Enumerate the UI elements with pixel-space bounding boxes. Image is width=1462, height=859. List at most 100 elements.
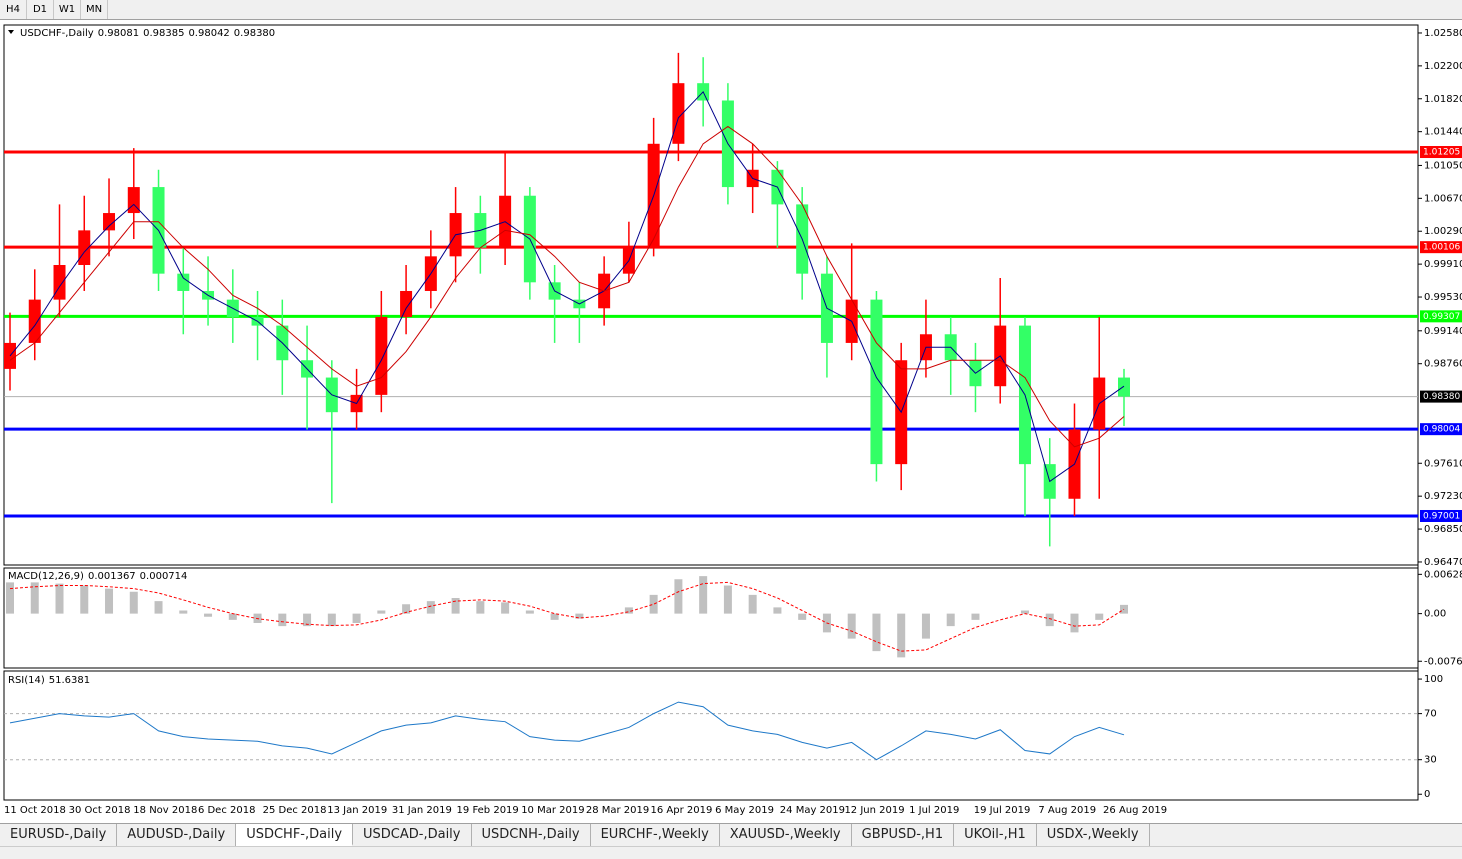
last-price-label: 0.98380	[1423, 392, 1460, 402]
chart-title: USDCHF-,Daily	[20, 28, 94, 39]
timeframe-button[interactable]: MN	[81, 0, 108, 19]
macd-bar	[105, 588, 114, 614]
macd-bar	[30, 582, 39, 614]
y-tick-label: 0.006286	[1424, 569, 1462, 580]
macd-bar	[327, 613, 336, 627]
y-tick-label: 0.97610	[1424, 458, 1462, 469]
macd-bar	[80, 585, 89, 614]
macd-bar	[649, 594, 658, 614]
x-tick-label: 24 May 2019	[780, 805, 845, 816]
x-tick-label: 13 Jan 2019	[327, 805, 387, 816]
y-tick-label: 0.99530	[1424, 292, 1462, 303]
macd-bar	[204, 613, 213, 617]
chart: 1.02580 1.02200 1.01820 1.01440 1.01050 1.006…	[3, 24, 1462, 816]
macd-bar	[699, 576, 708, 614]
status-strip	[0, 846, 1462, 859]
candle-body	[53, 265, 66, 300]
x-tick-label: 18 Nov 2018	[133, 805, 197, 816]
macd-bar	[278, 613, 287, 627]
indicator-value: 0.001367	[88, 571, 136, 582]
symbol-tab[interactable]: UKOil-,H1	[954, 824, 1037, 846]
y-tick-label: 100	[1424, 674, 1443, 685]
macd-bar	[476, 601, 485, 614]
macd-bar	[624, 607, 633, 614]
header-ohlc: 0.98042	[188, 28, 229, 39]
symbol-tab[interactable]: EURUSD-,Daily	[0, 824, 118, 846]
x-tick-label: 1 Jul 2019	[909, 805, 959, 816]
level-label: 1.01205	[1423, 148, 1460, 158]
macd-bar	[897, 613, 906, 658]
x-tick-label: 16 Apr 2019	[651, 805, 713, 816]
x-tick-label: 19 Jul 2019	[974, 805, 1031, 816]
x-tick-label: 6 May 2019	[715, 805, 774, 816]
macd-bar	[921, 613, 930, 639]
symbol-tabs: EURUSD-,Daily AUDUSD-,Daily USDCHF-,Daily U…	[0, 823, 1462, 846]
x-tick-label: 25 Dec 2018	[263, 805, 327, 816]
rsi-line	[9, 701, 1125, 761]
macd-bar	[847, 613, 856, 639]
timeframe-button[interactable]: W1	[54, 0, 81, 19]
last-price-tag	[1420, 390, 1462, 403]
macd-bar	[6, 582, 14, 614]
level-tag	[1420, 509, 1462, 522]
macd-bar	[946, 613, 955, 627]
macd-bar	[525, 610, 534, 614]
header-ohlc: 0.98380	[234, 28, 275, 39]
macd-bar	[377, 610, 386, 614]
macd-bar	[154, 601, 163, 614]
y-tick-label: 0.96850	[1424, 524, 1462, 535]
timeframe-button[interactable]: D1	[27, 0, 54, 19]
macd-bar	[550, 613, 559, 620]
symbol-tab[interactable]: USDCNH-,Daily	[472, 824, 591, 846]
x-tick-label: 11 Oct 2018	[4, 805, 66, 816]
y-tick-label: 0.98760	[1424, 359, 1462, 370]
macd-bar	[575, 613, 584, 619]
timeframe-bar: H4 D1 W1 MN	[0, 0, 1462, 20]
timeframe-button[interactable]: H4	[0, 0, 27, 19]
y-tick-label: 0.99140	[1424, 326, 1462, 337]
level-tag	[1420, 310, 1462, 323]
x-tick-label: 19 Feb 2019	[457, 805, 519, 816]
candle-body	[4, 342, 16, 369]
y-tick-label: 30	[1424, 755, 1437, 766]
x-tick-label: 12 Jun 2019	[844, 805, 904, 816]
y-tick-label: 0.96470	[1424, 557, 1462, 568]
candle-body	[375, 316, 388, 395]
panel-frame	[3, 670, 1419, 801]
chart-header: USDCHF-,Daily 0.98081 0.98385 0.98042 0.9838…	[20, 28, 275, 39]
level-label: 1.00106	[1423, 243, 1460, 253]
symbol-tab[interactable]: USDCAD-,Daily	[353, 824, 472, 846]
candle-body	[177, 273, 190, 291]
y-tick-label: 1.01820	[1424, 94, 1462, 105]
macd-bar	[55, 583, 64, 614]
x-tick-label: 7 Aug 2019	[1038, 805, 1096, 816]
signal-line	[9, 581, 1125, 652]
macd-bar	[971, 613, 980, 620]
macd-bar	[773, 607, 782, 614]
macd-bar	[501, 602, 510, 614]
x-tick-label: 28 Mar 2019	[586, 805, 649, 816]
macd-bar	[352, 613, 361, 623]
macd-bar	[1020, 610, 1029, 614]
candle-body	[1118, 377, 1130, 397]
y-tick-label: 1.01050	[1424, 160, 1462, 171]
y-tick-label: 0	[1424, 789, 1430, 800]
indicator-title: RSI(14)	[8, 675, 45, 686]
macd-bar	[872, 613, 881, 652]
indicator-label: MACD(12,26,9) 0.001367 0.000714	[8, 571, 187, 582]
macd-bar	[451, 598, 460, 614]
candle-body	[127, 187, 140, 214]
macd-bar	[674, 579, 683, 614]
symbol-tab[interactable]: USDCHF-,Daily	[236, 824, 354, 846]
symbol-tab[interactable]: EURCHF-,Weekly	[591, 824, 720, 846]
y-tick-label: 0.00	[1424, 609, 1446, 620]
symbol-tab[interactable]: GBPUSD-,H1	[852, 824, 955, 846]
symbol-tab[interactable]: XAUUSD-,Weekly	[720, 824, 852, 846]
macd-bar	[303, 613, 312, 627]
level-label: 0.97001	[1423, 511, 1460, 521]
candle-body	[103, 213, 116, 231]
symbol-tab[interactable]: USDX-,Weekly	[1037, 824, 1150, 846]
symbol-tab[interactable]: AUDUSD-,Daily	[117, 824, 237, 846]
macd-bar	[179, 610, 188, 614]
